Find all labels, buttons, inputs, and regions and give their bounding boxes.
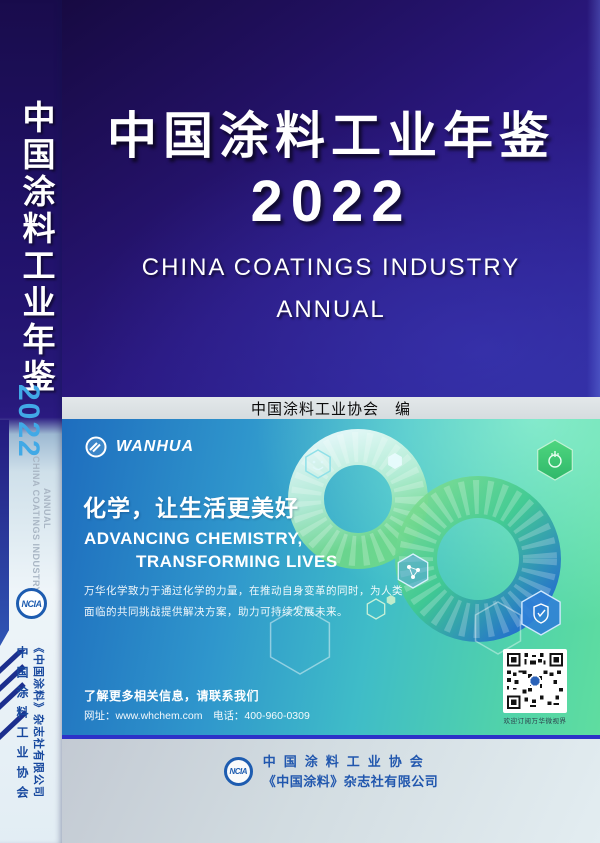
spine-year: 2022 xyxy=(12,384,45,459)
editor-credit: 中国涂料工业协会 编 xyxy=(250,400,411,418)
infinity-hexagon-artwork xyxy=(269,429,573,675)
banner-contact-details: 网址：www.whchem.com 电话：400-960-0309 xyxy=(84,710,310,722)
wanhua-brand-name: WANHUA xyxy=(116,438,194,455)
banner-description: 万华化学致力于通过化学的力量，在推动自身变革的同时，为人类 面临的共同挑战提供解… xyxy=(84,581,420,623)
wanhua-ad-banner: WANHUA 化学，让生活更美好 ADVANCING CHEMISTRY, TR… xyxy=(62,419,600,739)
ncia-logo: NCIA xyxy=(16,588,47,619)
book-spine: 中国涂料工业年鉴 2022 CHINA COATINGS INDUSTRY AN… xyxy=(0,0,62,843)
spine-edge-stripe xyxy=(0,420,9,646)
spine-association-name: 中国涂料工业协会 xyxy=(15,646,29,806)
outline-hexagon xyxy=(366,598,386,620)
ncia-logo: NCIA xyxy=(223,757,253,786)
faint-hexagon-right xyxy=(474,601,522,655)
wanhua-brand: WANHUA xyxy=(84,435,194,459)
faint-hexagon-left xyxy=(269,605,331,675)
small-white-hexagon xyxy=(388,453,402,469)
molecule-hexagon-icon xyxy=(397,553,429,589)
qr-code-block: 欢迎订阅万华微视界 xyxy=(503,649,567,725)
banner-description-line2: 面临的共同挑战提供解决方案，助力可持续发展未来。 xyxy=(84,606,348,618)
banner-description-line1: 万华化学致力于通过化学的力量，在推动自身变革的同时，为人类 xyxy=(84,585,403,597)
spine-diagonal-stripes xyxy=(0,650,28,740)
ncia-logo-text: NCIA xyxy=(21,598,43,609)
cover-header: 中国涂料工业年鉴 2022 CHINA COATINGS INDUSTRY AN… xyxy=(62,0,600,397)
book-title-en-line1: CHINA COATINGS INDUSTRY xyxy=(141,254,521,281)
shield-hexagon-icon xyxy=(521,590,561,636)
wanhua-logo-icon xyxy=(85,436,107,458)
qr-code xyxy=(503,649,567,713)
spine-subtitle-en-line2: ANNUAL xyxy=(42,488,52,529)
tiny-hexagon xyxy=(386,595,396,605)
footer-association-name: 中国涂料工业协会 xyxy=(262,754,431,769)
ncia-logo-text: NCIA xyxy=(229,767,248,776)
plug-hexagon-icon xyxy=(537,439,573,481)
banner-slogan-en-line2: TRANSFORMING LIVES xyxy=(136,552,338,571)
banner-contact-prompt: 了解更多相关信息，请联系我们 xyxy=(84,689,260,703)
book-year: 2022 xyxy=(250,169,412,234)
footer-publisher-name: 《中国涂料》杂志社有限公司 xyxy=(262,773,439,789)
book-title-en-line2: ANNUAL xyxy=(276,296,386,323)
smiley-hexagon-icon xyxy=(305,449,331,479)
spine-subtitle-en-line1: CHINA COATINGS INDUSTRY xyxy=(31,456,41,594)
spine-title: 中国涂料工业年鉴 xyxy=(18,100,55,396)
spine-publisher-name: 《中国涂料》杂志社有限公司 xyxy=(32,642,44,798)
banner-slogan-en-line1: ADVANCING CHEMISTRY, xyxy=(84,529,303,548)
qr-caption: 欢迎订阅万华微视界 xyxy=(503,718,567,725)
publisher-footer: NCIA 中国涂料工业协会 《中国涂料》杂志社有限公司 xyxy=(62,739,600,843)
banner-slogan-cn: 化学，让生活更美好 xyxy=(83,495,299,521)
book-title-cn: 中国涂料工业年鉴 xyxy=(107,108,555,164)
editor-credit-band: 中国涂料工业协会 编 xyxy=(62,397,600,419)
